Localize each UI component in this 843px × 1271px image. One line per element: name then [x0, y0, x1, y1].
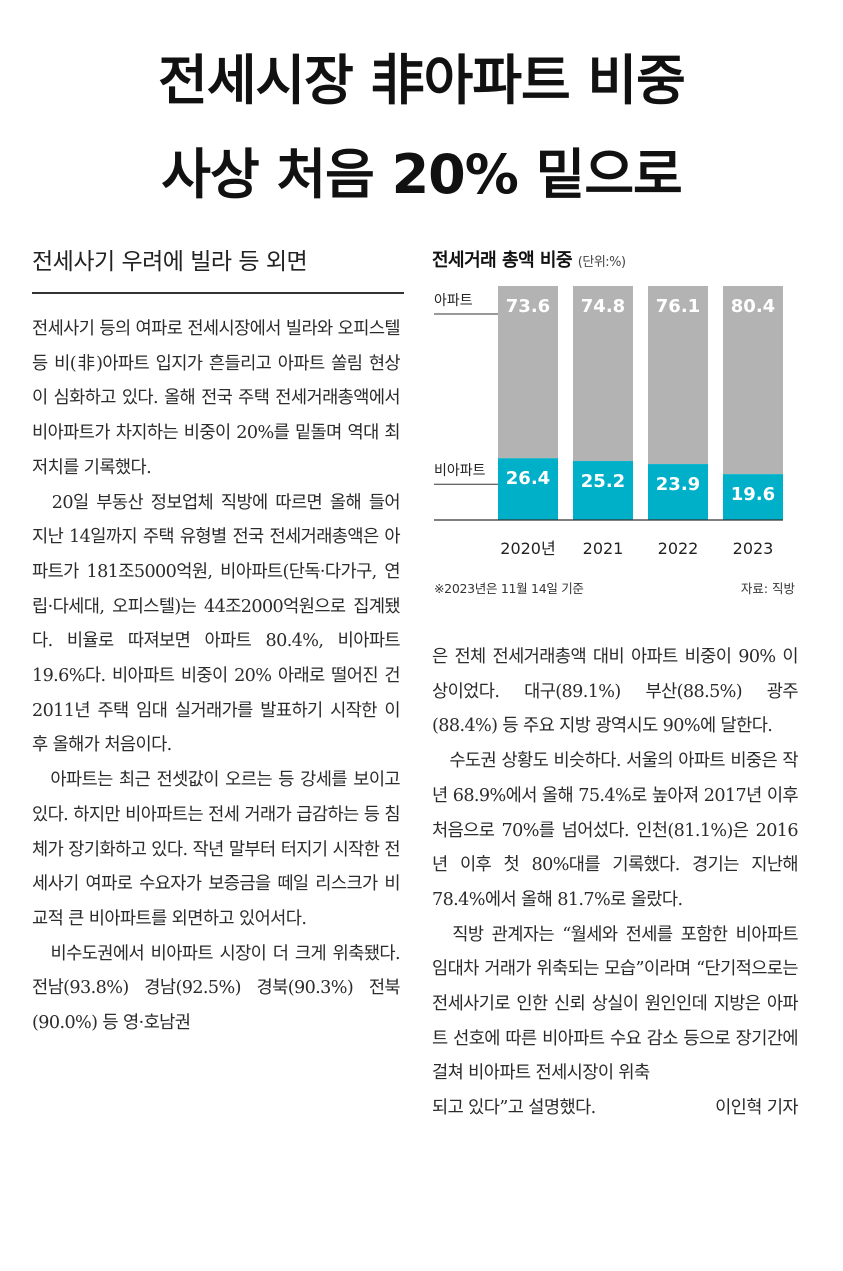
x-tick-label: 2023: [733, 539, 774, 558]
byline: 이인혁 기자: [715, 1098, 799, 1119]
headline-line-1: 전세시장 非아파트 비중: [158, 49, 686, 112]
bar-non-apartment: [723, 474, 783, 520]
data-label-apartment: 76.1: [656, 296, 700, 317]
x-tick-label: 2022: [658, 539, 699, 558]
data-label-apartment: 74.8: [581, 296, 625, 317]
article-body-right-text: 은 전체 전세거래총액 대비 아파트 비중이 90% 이상이었다. 대구(89.…: [432, 647, 799, 1084]
closing-line: 되고 있다”고 설명했다. 이인혁 기자: [432, 1091, 799, 1126]
data-label-non-apartment: 25.2: [581, 471, 625, 492]
data-label-non-apartment: 19.6: [731, 484, 775, 505]
chart-unit: (단위:%): [577, 255, 626, 270]
legend-label-non-apartment: 비아파트: [434, 463, 486, 479]
bar-non-apartment: [573, 461, 633, 520]
subheadline-rule: [32, 292, 404, 294]
article-body-right-column: 은 전체 전세거래총액 대비 아파트 비중이 90% 이상이었다. 대구(89.…: [432, 640, 799, 1126]
data-label-non-apartment: 26.4: [506, 468, 550, 489]
x-tick-label: 2020년: [500, 539, 555, 558]
chart-note: ※2023년은 11월 14일 기준: [434, 581, 584, 596]
closing-text: 되고 있다”고 설명했다.: [432, 1098, 596, 1119]
subheadline: 전세사기 우려에 빌라 등 외면: [32, 249, 308, 275]
bar-apartment: [498, 286, 558, 459]
bar-non-apartment: [498, 458, 558, 520]
data-label-apartment: 80.4: [731, 296, 775, 317]
data-label-apartment: 73.6: [506, 296, 550, 317]
bar-non-apartment: [648, 464, 708, 520]
chart-title: 전세거래 총액 비중: [432, 250, 573, 271]
headline-line-2: 사상 처음 20% 밑으로: [161, 143, 682, 206]
bar-apartment: [573, 286, 633, 462]
bar-apartment: [723, 286, 783, 475]
article-body-left-column: 전세사기 등의 여파로 전세시장에서 빌라와 오피스텔 등 비(非)아파트 입지…: [32, 319, 401, 1034]
data-label-non-apartment: 23.9: [656, 474, 700, 495]
x-tick-label: 2021: [583, 539, 624, 558]
chart-source: 자료: 직방: [740, 581, 795, 596]
bar-apartment: [648, 286, 708, 465]
legend-label-apartment: 아파트: [434, 293, 473, 309]
chart-title-block: 전세거래 총액 비중 (단위:%): [432, 246, 626, 272]
stacked-bar-chart: 73.6 26.4 2020년 74.8 25.2 2021 76.1 23.9 2022 80.…: [434, 286, 783, 558]
